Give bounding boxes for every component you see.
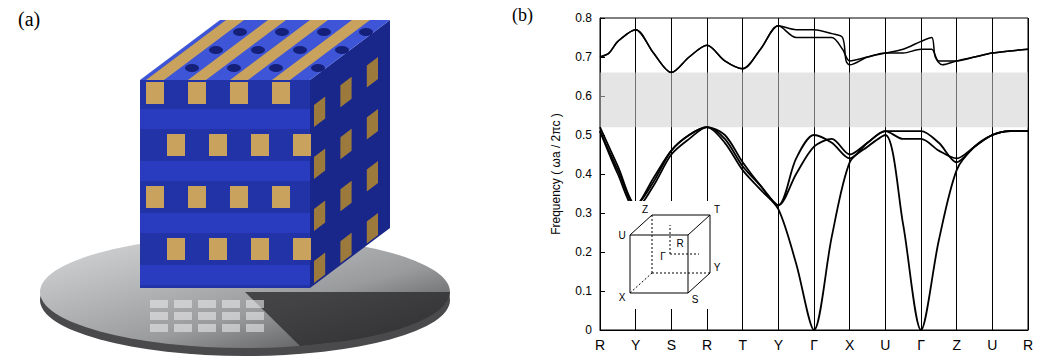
svg-text:X: X bbox=[619, 292, 626, 303]
svg-text:R: R bbox=[676, 238, 683, 249]
svg-text:Frequency ( ωa / 2πc ): Frequency ( ωa / 2πc ) bbox=[549, 113, 563, 235]
svg-text:X: X bbox=[845, 337, 855, 353]
svg-text:Γ: Γ bbox=[917, 337, 925, 353]
svg-text:Z: Z bbox=[952, 337, 961, 353]
svg-text:R: R bbox=[1023, 337, 1033, 353]
svg-text:Y: Y bbox=[714, 262, 721, 273]
svg-text:R: R bbox=[595, 337, 605, 353]
svg-text:Z: Z bbox=[642, 204, 648, 215]
svg-text:U: U bbox=[880, 337, 890, 353]
svg-text:T: T bbox=[738, 337, 747, 353]
svg-text:R: R bbox=[702, 337, 712, 353]
svg-text:Y: Y bbox=[774, 337, 784, 353]
svg-text:Y: Y bbox=[631, 337, 641, 353]
svg-text:0.3: 0.3 bbox=[575, 206, 592, 220]
svg-text:S: S bbox=[667, 337, 676, 353]
svg-text:0.6: 0.6 bbox=[575, 89, 592, 103]
svg-text:(a): (a) bbox=[18, 8, 40, 31]
svg-text:0: 0 bbox=[585, 323, 592, 337]
svg-text:0.5: 0.5 bbox=[575, 128, 592, 142]
svg-text:U: U bbox=[987, 337, 997, 353]
svg-text:(b): (b) bbox=[512, 5, 533, 26]
svg-text:0.4: 0.4 bbox=[575, 167, 592, 181]
svg-text:0.7: 0.7 bbox=[575, 50, 592, 64]
svg-text:0.1: 0.1 bbox=[575, 284, 592, 298]
svg-text:Γ: Γ bbox=[660, 251, 666, 262]
svg-text:U: U bbox=[618, 230, 625, 241]
svg-text:0.8: 0.8 bbox=[575, 11, 592, 25]
svg-text:Γ: Γ bbox=[810, 337, 818, 353]
svg-text:T: T bbox=[714, 204, 720, 215]
svg-text:S: S bbox=[692, 294, 699, 305]
svg-text:0.2: 0.2 bbox=[575, 245, 592, 259]
